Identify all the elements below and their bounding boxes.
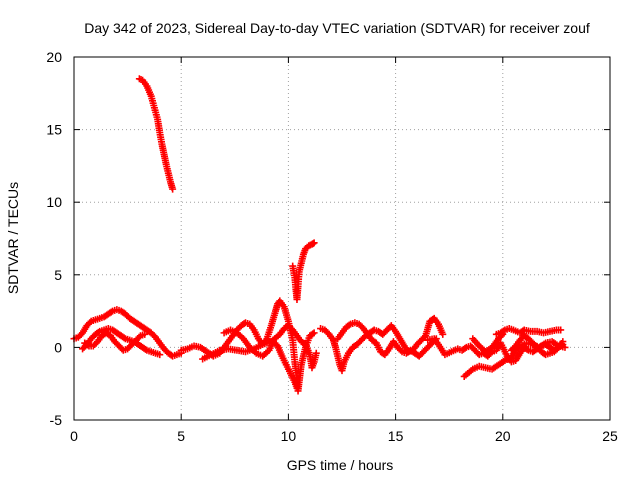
data-point xyxy=(397,346,405,354)
data-point xyxy=(141,330,149,338)
data-point xyxy=(497,332,505,340)
data-point xyxy=(345,321,353,329)
data-point xyxy=(523,345,531,353)
data-point xyxy=(135,333,143,341)
grid xyxy=(74,57,610,420)
x-tick-label: 10 xyxy=(281,428,297,444)
data-point xyxy=(310,329,318,337)
x-tick-label: 0 xyxy=(70,428,78,444)
y-tick-label: 5 xyxy=(54,267,62,283)
y-tick-label: 20 xyxy=(46,49,62,65)
x-tick-label: 20 xyxy=(495,428,511,444)
data-point xyxy=(169,185,177,193)
data-point xyxy=(461,344,469,352)
plot-frame xyxy=(73,56,611,421)
data-point xyxy=(84,341,92,349)
y-tick-label: -5 xyxy=(50,412,63,428)
data-point xyxy=(557,326,565,334)
data-point xyxy=(141,345,149,353)
data-point xyxy=(156,351,164,359)
data-point xyxy=(309,330,317,338)
x-axis-label: GPS time / hours xyxy=(287,457,394,473)
data-point xyxy=(557,341,565,349)
data-point xyxy=(439,330,447,338)
data-point xyxy=(94,328,102,336)
data-point xyxy=(312,349,320,357)
data-points xyxy=(70,75,569,395)
data-point xyxy=(499,330,507,338)
y-tick-label: 0 xyxy=(54,339,62,355)
y-axis-label: SDTVAR / TECUs xyxy=(5,182,21,294)
data-point xyxy=(120,334,128,342)
x-tick-label: 5 xyxy=(177,428,185,444)
x-tick-label: 25 xyxy=(602,428,618,444)
data-point xyxy=(293,384,301,392)
y-tick-label: 15 xyxy=(46,122,62,138)
data-point xyxy=(86,319,94,327)
axis-ticks: 0 5 10 15 20 25 -5 0 5 10 15 20 xyxy=(46,49,618,444)
data-point xyxy=(310,239,318,247)
chart-title: Day 342 of 2023, Sidereal Day-to-day VTE… xyxy=(84,20,590,36)
data-point xyxy=(107,308,115,316)
y-tick-label: 10 xyxy=(46,194,62,210)
data-point xyxy=(420,333,428,341)
x-tick-label: 15 xyxy=(388,428,404,444)
data-point xyxy=(559,340,567,348)
